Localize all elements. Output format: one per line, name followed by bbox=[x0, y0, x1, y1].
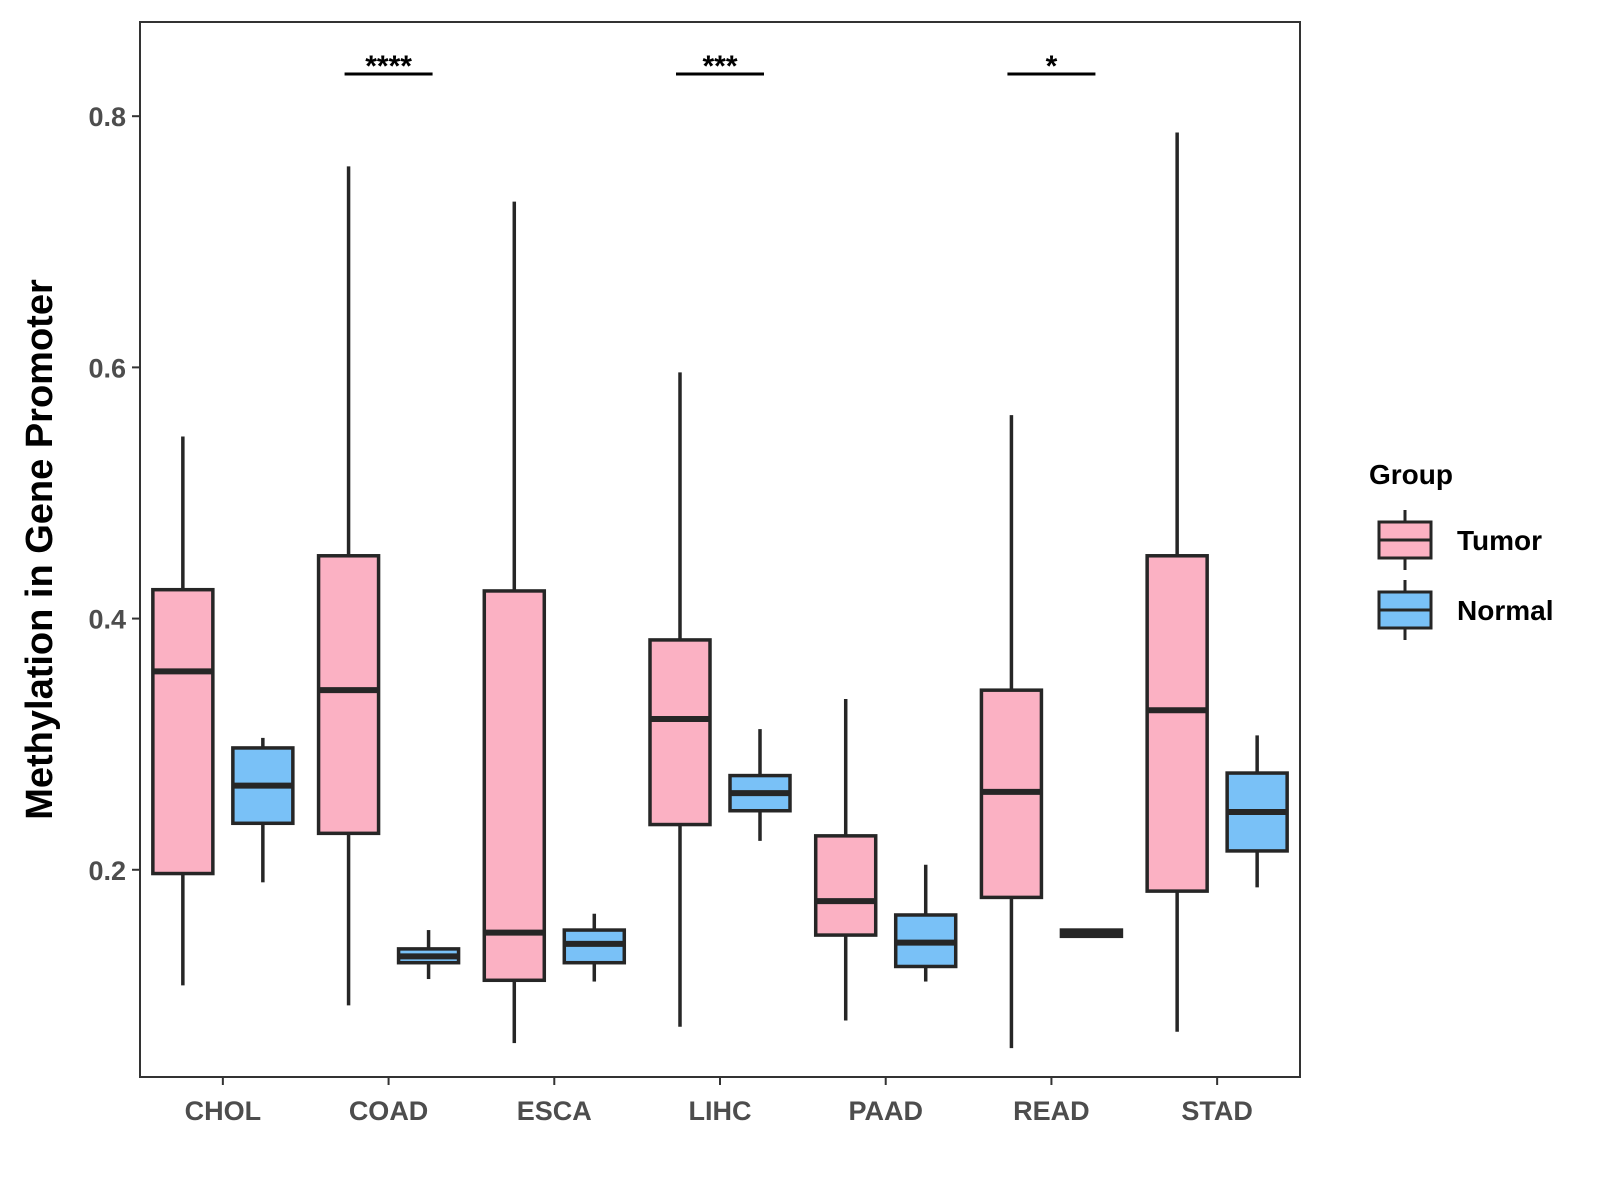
legend-title: Group bbox=[1369, 459, 1453, 490]
legend-item-normal: Normal bbox=[1377, 580, 1553, 640]
box-normal-lihc bbox=[728, 729, 792, 841]
y-axis: 0.2 0.4 0.6 0.8 bbox=[88, 102, 140, 886]
x-tick-label: STAD bbox=[1181, 1096, 1253, 1126]
box-tumor-read bbox=[979, 415, 1044, 1049]
box-normal-esca bbox=[562, 913, 627, 982]
x-tick-label: LIHC bbox=[689, 1096, 752, 1126]
box-body bbox=[813, 834, 878, 937]
box-tumor-paad bbox=[813, 698, 878, 1021]
box-tumor-coad bbox=[316, 166, 381, 1006]
legend-label: Normal bbox=[1457, 595, 1553, 626]
y-tick-label: 0.2 bbox=[88, 856, 126, 886]
legend: Group Tumor Normal bbox=[1369, 459, 1553, 640]
box-normal-paad bbox=[893, 864, 958, 982]
box-normal-read bbox=[1059, 928, 1124, 939]
box-body bbox=[1145, 554, 1209, 893]
x-axis: CHOL COAD ESCA LIHC PAAD READ STAD bbox=[185, 1077, 1253, 1126]
x-tick-label: PAAD bbox=[848, 1096, 923, 1126]
plot-panel bbox=[139, 21, 1301, 1078]
y-axis-title: Methylation in Gene Promoter bbox=[19, 279, 61, 820]
box-tumor-stad bbox=[1145, 132, 1209, 1032]
x-tick-label: COAD bbox=[349, 1096, 429, 1126]
significance-label: **** bbox=[365, 50, 412, 83]
box-body bbox=[151, 587, 215, 876]
box-group bbox=[151, 132, 1289, 1049]
box-body bbox=[316, 554, 381, 836]
y-tick-label: 0.4 bbox=[88, 605, 126, 635]
box-tumor-lihc bbox=[648, 372, 712, 1027]
y-tick-label: 0.8 bbox=[88, 102, 126, 132]
significance-label: *** bbox=[702, 50, 737, 83]
box-body bbox=[482, 589, 547, 983]
significance-group: **** *** * bbox=[344, 50, 1096, 83]
box-body bbox=[648, 638, 712, 827]
legend-label: Tumor bbox=[1457, 525, 1542, 556]
box-tumor-chol bbox=[151, 436, 215, 986]
box-normal-stad bbox=[1225, 735, 1289, 888]
x-tick-label: READ bbox=[1013, 1096, 1090, 1126]
y-tick-label: 0.6 bbox=[88, 353, 126, 383]
legend-item-tumor: Tumor bbox=[1377, 510, 1542, 570]
significance-label: * bbox=[1046, 50, 1058, 83]
x-tick-label: ESCA bbox=[517, 1096, 592, 1126]
x-tick-label: CHOL bbox=[185, 1096, 262, 1126]
box-normal-chol bbox=[231, 737, 295, 883]
box-tumor-esca bbox=[482, 201, 547, 1044]
box-normal-coad bbox=[396, 930, 461, 980]
